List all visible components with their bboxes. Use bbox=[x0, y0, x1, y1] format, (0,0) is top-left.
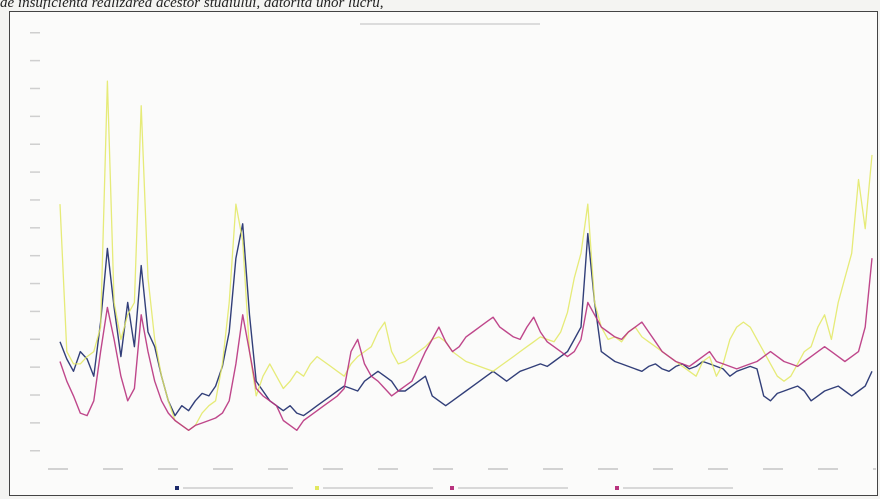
caption-text: de insuficienta realizarea acestor studi… bbox=[0, 0, 384, 9]
legend bbox=[175, 486, 733, 490]
chart-frame bbox=[9, 11, 878, 496]
chart-plot bbox=[30, 23, 876, 490]
x-tick-mark bbox=[433, 468, 453, 470]
x-tick-mark bbox=[158, 468, 178, 470]
faint-title-bar bbox=[360, 23, 540, 25]
x-tick-mark bbox=[323, 468, 343, 470]
series-line-3 bbox=[59, 258, 873, 431]
y-tick-mark bbox=[30, 115, 40, 118]
x-tick-mark bbox=[818, 468, 838, 470]
y-tick-mark bbox=[30, 32, 40, 34]
x-tick-mark bbox=[543, 468, 563, 470]
y-tick-mark bbox=[30, 87, 40, 90]
series-line-1 bbox=[59, 223, 873, 417]
y-tick-mark bbox=[30, 422, 40, 424]
legend-label-faint bbox=[623, 487, 733, 489]
legend-marker bbox=[450, 486, 454, 490]
x-tick-mark bbox=[213, 468, 233, 470]
x-tick-mark bbox=[653, 468, 673, 470]
x-tick-mark bbox=[708, 468, 728, 470]
legend-label-faint bbox=[458, 487, 568, 489]
y-tick-mark bbox=[30, 310, 40, 313]
series-layer bbox=[59, 80, 873, 431]
y-tick-mark bbox=[30, 199, 40, 201]
y-tick-mark bbox=[30, 59, 40, 62]
x-tick-mark bbox=[488, 468, 508, 470]
x-tick-mark bbox=[103, 468, 123, 470]
x-tick-mark bbox=[268, 468, 288, 470]
y-tick-mark bbox=[30, 394, 40, 396]
y-tick-mark bbox=[30, 227, 40, 229]
legend-marker bbox=[615, 486, 619, 490]
x-axis-ticks bbox=[48, 468, 876, 470]
legend-label-faint bbox=[323, 487, 433, 489]
x-tick-mark bbox=[378, 468, 398, 470]
x-tick-mark bbox=[763, 468, 783, 470]
y-tick-mark bbox=[30, 338, 40, 341]
y-tick-mark bbox=[30, 143, 40, 145]
legend-marker bbox=[175, 486, 179, 490]
x-tick-mark bbox=[873, 468, 876, 470]
legend-label-faint bbox=[183, 487, 293, 489]
y-tick-mark bbox=[30, 282, 40, 285]
y-tick-mark bbox=[30, 254, 40, 257]
y-tick-mark bbox=[30, 450, 40, 452]
x-tick-mark bbox=[48, 468, 68, 470]
series-line-2 bbox=[59, 80, 873, 431]
y-axis-ticks bbox=[30, 32, 40, 452]
legend-marker bbox=[315, 486, 319, 490]
y-tick-mark bbox=[30, 171, 40, 173]
x-tick-mark bbox=[598, 468, 618, 470]
y-tick-mark bbox=[30, 366, 40, 368]
